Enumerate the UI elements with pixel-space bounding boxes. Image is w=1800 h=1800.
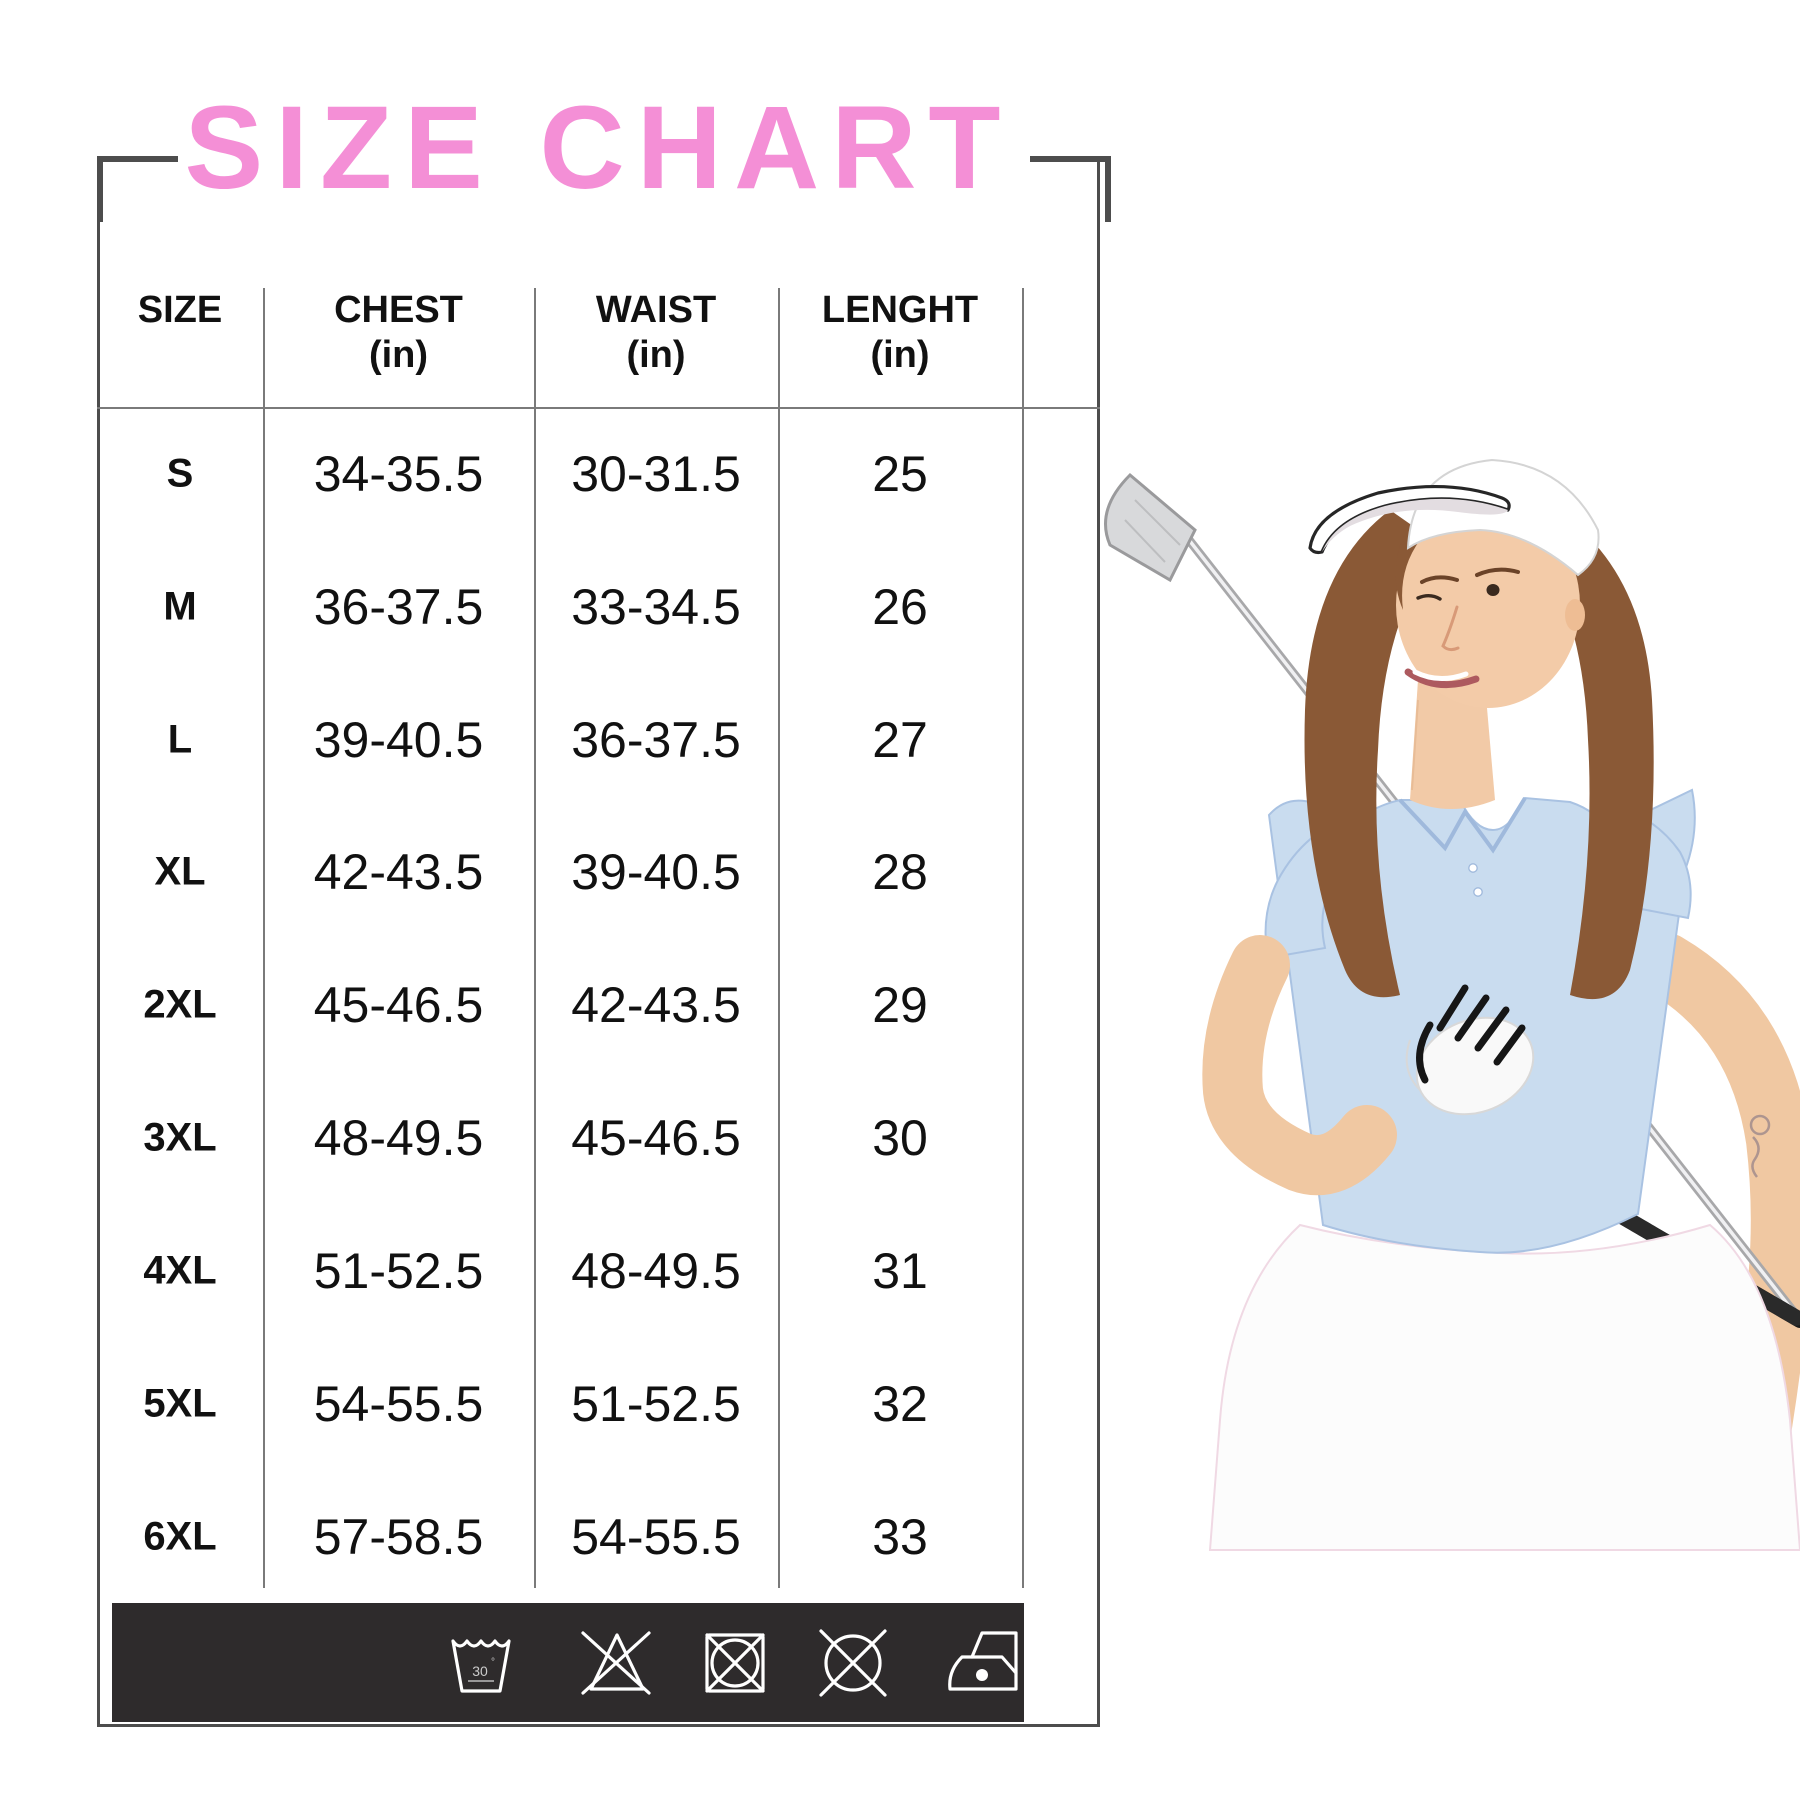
svg-text:°: °	[491, 1657, 495, 1668]
svg-text:30: 30	[472, 1663, 488, 1679]
